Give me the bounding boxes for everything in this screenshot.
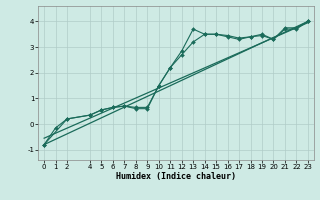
X-axis label: Humidex (Indice chaleur): Humidex (Indice chaleur) <box>116 172 236 181</box>
